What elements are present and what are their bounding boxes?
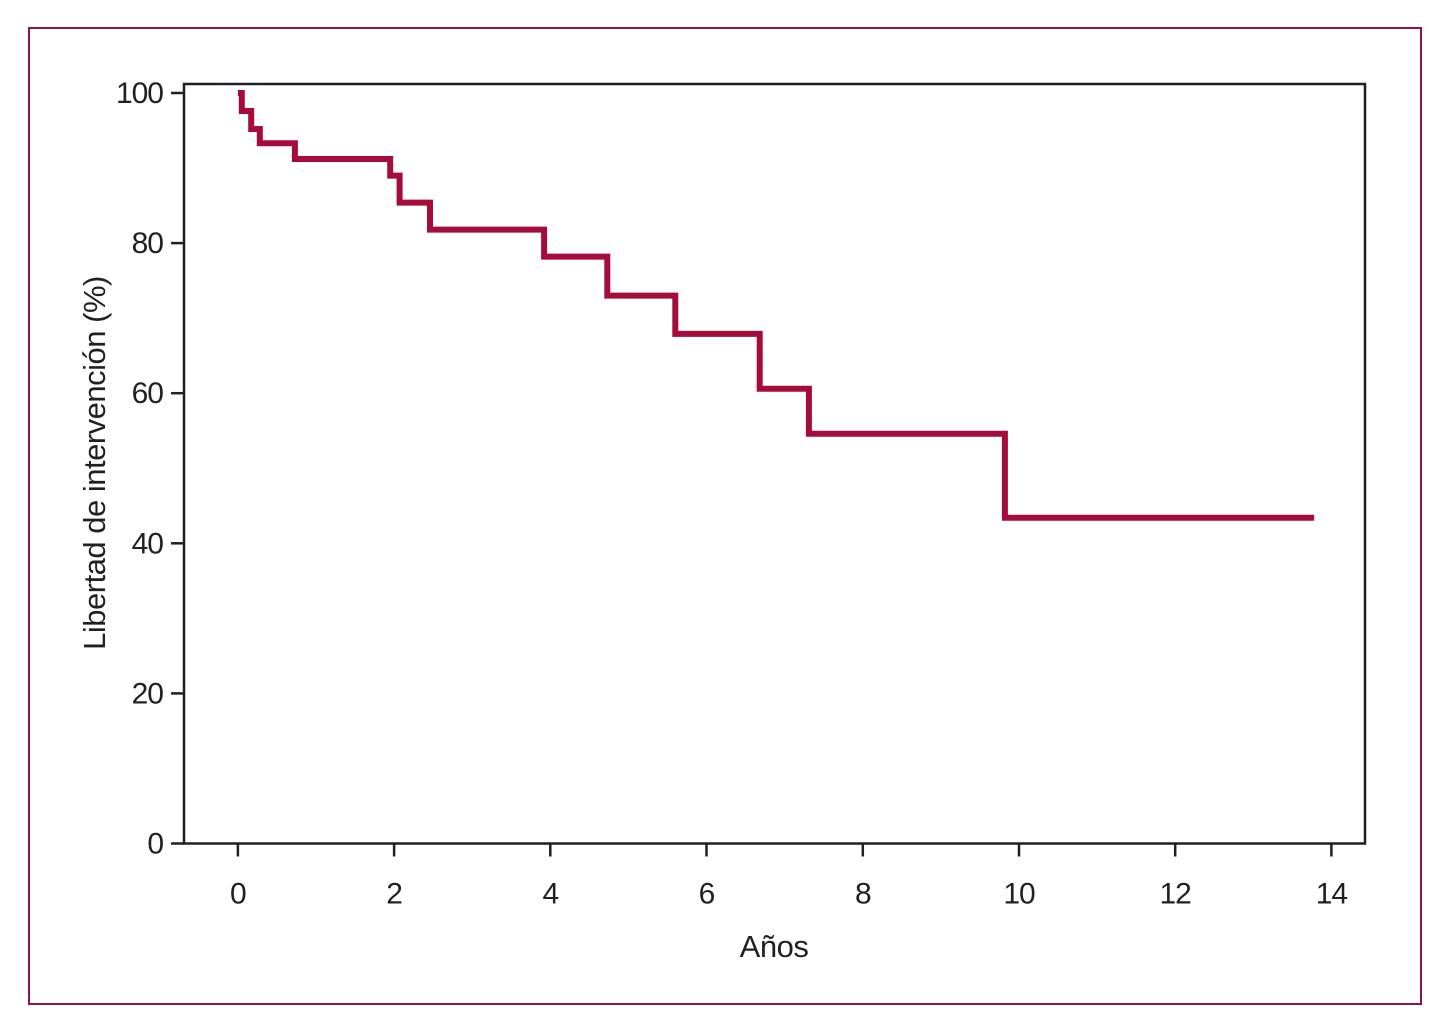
x-axis-tick-label: 10 [1003, 878, 1035, 911]
y-axis-tick-label: 100 [116, 77, 163, 110]
x-axis-tick-label: 6 [699, 878, 715, 911]
y-axis-tick-label: 80 [132, 227, 164, 260]
x-axis-tick-label: 4 [542, 878, 558, 911]
plot-frame [182, 82, 1367, 845]
x-axis-title: Años [740, 929, 809, 964]
x-axis-tick-label: 0 [230, 878, 246, 911]
y-axis-tick-label: 20 [132, 677, 164, 710]
y-axis-tick-label: 60 [132, 377, 164, 410]
x-axis-tick-label: 14 [1316, 878, 1348, 911]
y-axis-tick-label: 40 [132, 527, 164, 560]
x-axis-tick-label: 8 [855, 878, 871, 911]
y-axis-tick-label: 0 [147, 828, 163, 861]
y-axis-title: Libertad de intervención (%) [77, 276, 112, 650]
x-axis-tick-label: 12 [1160, 878, 1192, 911]
x-axis-tick-label: 2 [386, 878, 402, 911]
survival-curve [237, 90, 1315, 521]
